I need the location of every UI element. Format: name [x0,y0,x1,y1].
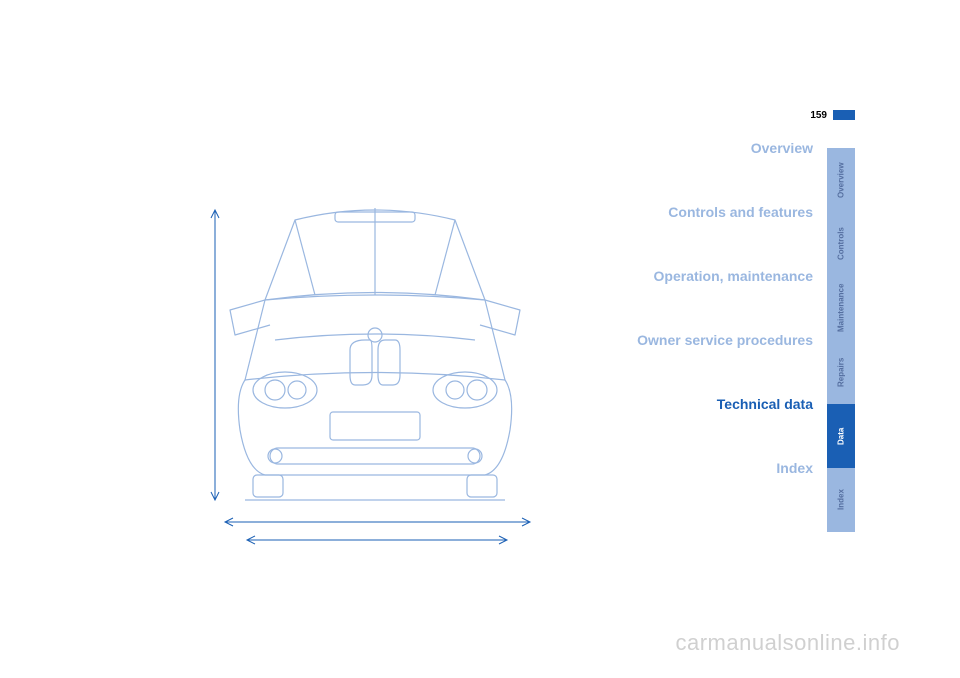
page-accent-bar [833,110,855,120]
section-link[interactable]: Index [583,460,813,476]
side-tab[interactable]: Overview [827,148,855,212]
section-list: Overview Controls and features Operation, … [583,140,813,524]
watermark: carmanualsonline.info [675,630,900,656]
section-link[interactable]: Controls and features [583,204,813,220]
side-tab[interactable]: Controls [827,212,855,276]
section-link[interactable]: Overview [583,140,813,156]
side-tab[interactable]: Data [827,404,855,468]
manual-page: 159 [120,110,855,590]
section-link[interactable]: Technical data [583,396,813,412]
side-tab[interactable]: Maintenance [827,276,855,340]
side-tabs: OverviewControlsMaintenanceRepairsDataIn… [827,148,855,532]
section-link[interactable]: Owner service procedures [583,332,813,348]
side-tab[interactable]: Repairs [827,340,855,404]
section-link[interactable]: Operation, maintenance [583,268,813,284]
car-front-illustration [175,190,575,560]
side-tab[interactable]: Index [827,468,855,532]
page-number: 159 [810,110,827,121]
